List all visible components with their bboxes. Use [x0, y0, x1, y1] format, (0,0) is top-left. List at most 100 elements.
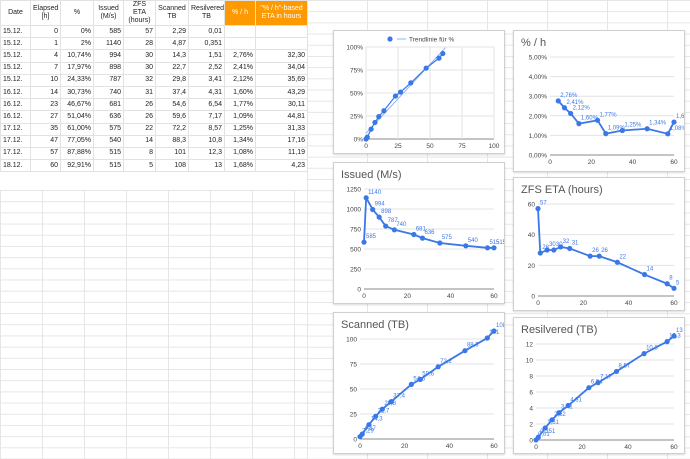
table-cell[interactable]: 4	[30, 49, 61, 63]
table-cell[interactable]: 15.12.	[0, 37, 31, 51]
table-cell[interactable]: 14	[123, 134, 156, 148]
table-cell[interactable]: 88,3	[155, 134, 189, 148]
table-cell[interactable]: 6,54	[188, 98, 225, 112]
table-cell[interactable]: 108	[155, 159, 189, 173]
table-cell[interactable]: 0%	[60, 24, 94, 39]
header-zfs-eta[interactable]: ZFS ETA (hours)	[123, 0, 156, 26]
table-cell[interactable]: 44,81	[255, 110, 308, 124]
header-resilvered[interactable]: Resilvered TB	[188, 0, 225, 26]
table-cell[interactable]: 2,52	[188, 61, 225, 75]
table-cell[interactable]: 1,08%	[224, 146, 256, 161]
table-cell[interactable]: 26	[123, 98, 156, 112]
table-cell[interactable]: 1,68%	[224, 159, 256, 173]
chart-percent-trend[interactable]: 0% 25% 50% 75% 100% 0 25 50 75 100 Trendlinie für …	[333, 30, 505, 154]
table-cell[interactable]: 10,74%	[60, 49, 94, 63]
table-cell[interactable]: 8	[123, 146, 156, 161]
table-cell[interactable]: 12,3	[188, 146, 225, 161]
table-cell[interactable]: 10	[30, 73, 61, 87]
table-cell[interactable]: 2,76%	[224, 49, 256, 63]
table-cell[interactable]: 34,04	[255, 61, 308, 75]
table-cell[interactable]: 2,12%	[224, 73, 256, 87]
header-issued[interactable]: Issued (M/s)	[93, 0, 124, 26]
table-cell[interactable]: 1,60%	[224, 85, 256, 100]
table-cell[interactable]: 30,73%	[60, 85, 94, 100]
table-cell[interactable]: 8,57	[188, 122, 225, 136]
table-cell[interactable]: 26	[123, 110, 156, 124]
chart-scanned[interactable]: Scanned (TB) 0 25 50 75 100 0 20 40 60 2,29 4,87 14…	[333, 312, 505, 454]
table-cell[interactable]: 585	[93, 24, 124, 39]
table-cell[interactable]: 24,33%	[60, 73, 94, 87]
table-cell[interactable]: 5	[123, 159, 156, 173]
table-cell[interactable]: 1,25%	[224, 122, 256, 136]
table-cell[interactable]: 46,67%	[60, 98, 94, 112]
table-cell[interactable]	[255, 24, 308, 39]
table-cell[interactable]: 54,6	[155, 98, 189, 112]
table-cell[interactable]: 17.12.	[0, 134, 31, 148]
table-cell[interactable]: 3,41	[188, 73, 225, 87]
table-cell[interactable]: 681	[93, 98, 124, 112]
table-cell[interactable]: 30	[123, 61, 156, 75]
table-cell[interactable]: 43,29	[255, 85, 308, 100]
table-cell[interactable]: 29,8	[155, 73, 189, 87]
table-cell[interactable]: 59,6	[155, 110, 189, 124]
table-cell[interactable]: 515	[93, 146, 124, 161]
table-cell[interactable]: 1,77%	[224, 98, 256, 112]
table-cell[interactable]: 1	[30, 37, 61, 51]
table-cell[interactable]: 28	[123, 37, 156, 51]
table-cell[interactable]: 31	[123, 85, 156, 100]
header-rate-based-eta[interactable]: "% / h"-based ETA in hours	[255, 0, 308, 26]
table-cell[interactable]: 47	[30, 134, 61, 148]
table-cell[interactable]: 101	[155, 146, 189, 161]
table-cell[interactable]	[224, 37, 256, 51]
table-cell[interactable]: 35	[30, 122, 61, 136]
table-cell[interactable]: 30,11	[255, 98, 308, 112]
table-cell[interactable]: 77,05%	[60, 134, 94, 148]
table-cell[interactable]: 22	[123, 122, 156, 136]
table-cell[interactable]: 16.12.	[0, 98, 31, 112]
table-cell[interactable]: 22,7	[155, 61, 189, 75]
table-cell[interactable]: 13	[188, 159, 225, 173]
table-cell[interactable]: 4,87	[155, 37, 189, 51]
table-cell[interactable]: 10,8	[188, 134, 225, 148]
table-cell[interactable]: 15.12.	[0, 73, 31, 87]
table-cell[interactable]: 17,16	[255, 134, 308, 148]
table-cell[interactable]: 17.12.	[0, 122, 31, 136]
header-percent[interactable]: %	[60, 0, 94, 26]
table-cell[interactable]: 15.12.	[0, 61, 31, 75]
table-cell[interactable]: 23	[30, 98, 61, 112]
header-scanned[interactable]: Scanned TB	[155, 0, 189, 26]
table-cell[interactable]: 787	[93, 73, 124, 87]
table-cell[interactable]: 15.12.	[0, 49, 31, 63]
table-cell[interactable]: 32	[123, 73, 156, 87]
table-cell[interactable]: 60	[30, 159, 61, 173]
table-cell[interactable]: 72,2	[155, 122, 189, 136]
header-date[interactable]: Date	[0, 0, 31, 26]
table-cell[interactable]: 740	[93, 85, 124, 100]
table-cell[interactable]: 0	[30, 24, 61, 39]
table-cell[interactable]: 32,30	[255, 49, 308, 63]
table-cell[interactable]: 31,33	[255, 122, 308, 136]
header-elapsed[interactable]: Elapsed [h]	[30, 0, 61, 26]
table-cell[interactable]: 51,04%	[60, 110, 94, 124]
table-cell[interactable]: 1140	[93, 37, 124, 51]
table-cell[interactable]: 4,31	[188, 85, 225, 100]
table-cell[interactable]: 636	[93, 110, 124, 124]
table-cell[interactable]: 1,34%	[224, 134, 256, 148]
table-cell[interactable]: 87,88%	[60, 146, 94, 161]
table-cell[interactable]: 15.12.	[0, 24, 31, 39]
table-cell[interactable]: 14	[30, 85, 61, 100]
table-cell[interactable]: 1,09%	[224, 110, 256, 124]
table-cell[interactable]: 16.12.	[0, 110, 31, 124]
table-cell[interactable]: 1,51	[188, 49, 225, 63]
table-cell[interactable]: 35,69	[255, 73, 308, 87]
table-cell[interactable]: 540	[93, 134, 124, 148]
table-cell[interactable]: 92,91%	[60, 159, 94, 173]
table-cell[interactable]: 515	[93, 159, 124, 173]
table-cell[interactable]: 7,17	[188, 110, 225, 124]
table-cell[interactable]: 2,41%	[224, 61, 256, 75]
table-cell[interactable]: 17,97%	[60, 61, 94, 75]
table-cell[interactable]: 0,01	[188, 24, 225, 39]
table-cell[interactable]: 11,19	[255, 146, 308, 161]
table-cell[interactable]: 37,4	[155, 85, 189, 100]
table-cell[interactable]: 16.12.	[0, 85, 31, 100]
